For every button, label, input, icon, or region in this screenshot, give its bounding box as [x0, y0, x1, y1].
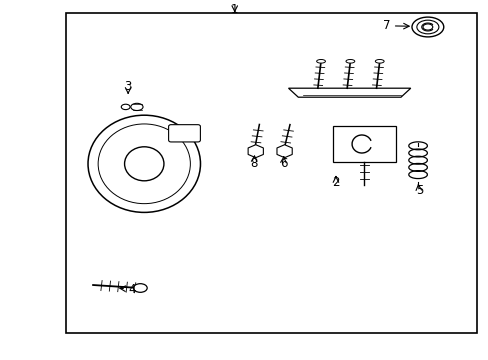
- Ellipse shape: [346, 59, 354, 63]
- Ellipse shape: [130, 103, 143, 111]
- Text: 5: 5: [415, 184, 423, 197]
- Ellipse shape: [88, 115, 200, 212]
- Ellipse shape: [316, 59, 325, 63]
- Polygon shape: [288, 88, 410, 97]
- Text: 8: 8: [250, 157, 258, 170]
- Text: 3: 3: [124, 80, 132, 93]
- Bar: [332, 126, 395, 162]
- Bar: [66, 13, 476, 333]
- Text: 6: 6: [279, 157, 287, 170]
- Polygon shape: [247, 145, 263, 158]
- Ellipse shape: [375, 59, 384, 63]
- Ellipse shape: [133, 284, 147, 292]
- Text: 4: 4: [128, 283, 136, 296]
- FancyBboxPatch shape: [168, 125, 200, 142]
- Text: 7: 7: [382, 19, 389, 32]
- Text: 2: 2: [331, 176, 339, 189]
- Polygon shape: [276, 145, 292, 158]
- Ellipse shape: [411, 17, 443, 37]
- Ellipse shape: [121, 104, 130, 110]
- Text: 1: 1: [230, 3, 238, 15]
